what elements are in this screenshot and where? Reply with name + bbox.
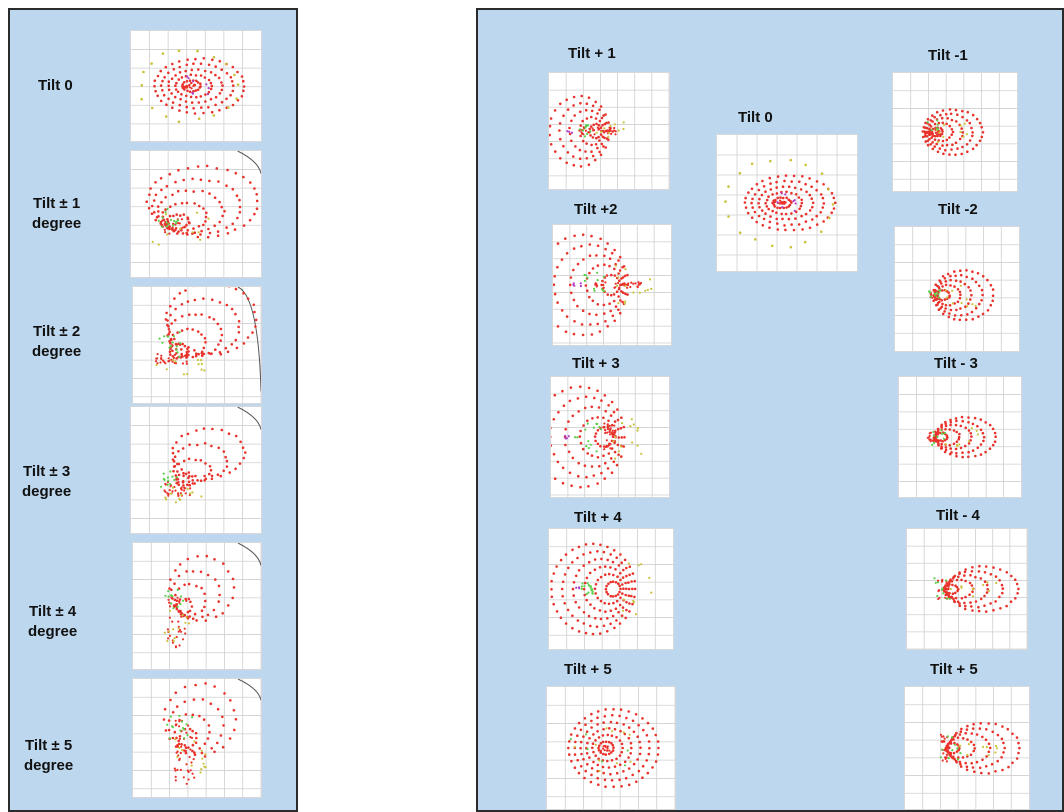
- spot-diagram-graphic: [131, 407, 261, 533]
- plus-label-2: Tilt +2: [574, 201, 618, 218]
- left-plot-2: [132, 286, 262, 404]
- left-label-1: Tilt ± 1 degree: [32, 195, 82, 232]
- center-label: Tilt 0: [738, 109, 773, 126]
- spot-diagram-graphic: [717, 135, 857, 271]
- spot-diagram-graphic: [549, 73, 669, 189]
- spot-diagram-graphic: [133, 543, 261, 669]
- minus-plot-4: [906, 528, 1028, 650]
- left-plot-5: [132, 678, 262, 798]
- minus-label-3: Tilt - 3: [934, 355, 978, 372]
- left-label-3: Tilt ± 3 degree: [22, 463, 72, 500]
- left-label-2: Tilt ± 2 degree: [32, 323, 82, 360]
- left-plot-0: [130, 30, 262, 142]
- spot-diagram-graphic: [905, 687, 1029, 809]
- left-label-0: Tilt 0: [38, 77, 73, 94]
- minus-plot-1: [892, 72, 1018, 192]
- plus-label-3: Tilt + 3: [572, 355, 620, 372]
- plus-plot-4: [548, 528, 674, 650]
- plus-plot-2: [552, 224, 672, 346]
- minus-plot-3: [898, 376, 1022, 498]
- spot-diagram-graphic: [551, 377, 669, 497]
- spot-diagram-graphic: [549, 529, 673, 649]
- spot-diagram-graphic: [907, 529, 1027, 649]
- left-label-5: Tilt ± 5 degree: [24, 737, 74, 774]
- right-panel-directional-tilt: Tilt + 1 Tilt +2 Tilt + 3 Tilt + 4 Tilt …: [476, 8, 1064, 812]
- plus-plot-3: [550, 376, 670, 498]
- spot-diagram-graphic: [133, 679, 261, 797]
- plus-plot-5: [546, 686, 676, 810]
- spot-diagram-graphic: [133, 287, 261, 403]
- minus-label-1: Tilt -1: [928, 47, 968, 64]
- left-plot-4: [132, 542, 262, 670]
- center-plot: [716, 134, 858, 272]
- spot-diagram-graphic: [131, 151, 261, 277]
- spot-diagram-graphic: [899, 377, 1021, 497]
- spot-diagram-graphic: [547, 687, 675, 809]
- minus-label-2: Tilt -2: [938, 201, 978, 218]
- minus-plot-2: [894, 226, 1020, 352]
- spot-diagram-graphic: [553, 225, 671, 345]
- left-plot-3: [130, 406, 262, 534]
- left-label-4: Tilt ± 4 degree: [28, 603, 78, 640]
- spot-diagram-graphic: [893, 73, 1017, 191]
- minus-label-5: Tilt + 5: [930, 661, 978, 678]
- left-panel-symmetric-tilt: Tilt 0 Tilt ± 1 degree Tilt ± 2 degree Til…: [8, 8, 298, 812]
- plus-label-1: Tilt + 1: [568, 45, 616, 62]
- minus-plot-5: [904, 686, 1030, 810]
- left-plot-1: [130, 150, 262, 278]
- plus-label-5: Tilt + 5: [564, 661, 612, 678]
- minus-label-4: Tilt - 4: [936, 507, 980, 524]
- spot-diagram-graphic: [131, 31, 261, 141]
- plus-plot-1: [548, 72, 670, 190]
- plus-label-4: Tilt + 4: [574, 509, 622, 526]
- spot-diagram-graphic: [895, 227, 1019, 351]
